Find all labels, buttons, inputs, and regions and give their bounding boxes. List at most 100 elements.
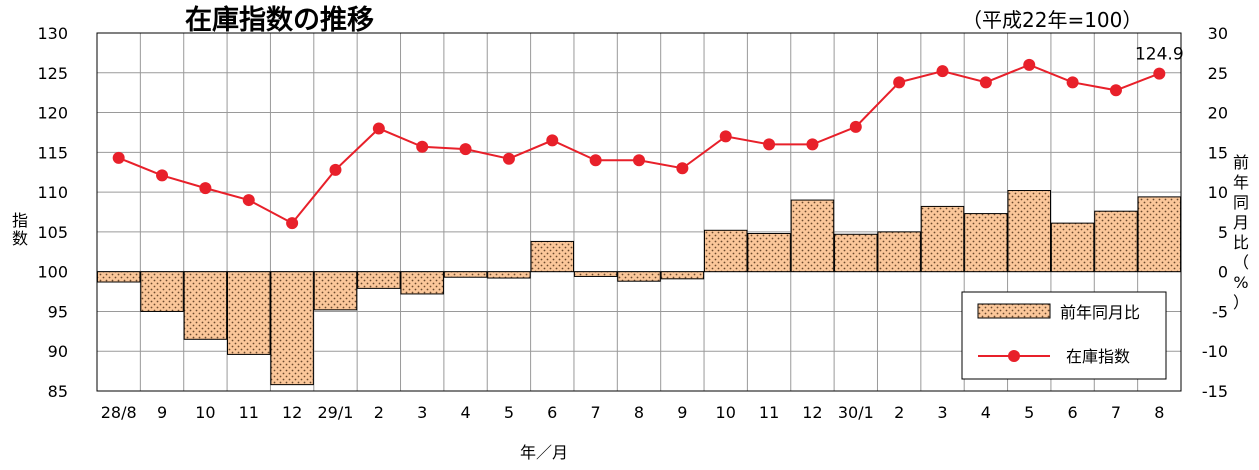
x-tick-label: 8 [1154, 403, 1164, 422]
left-axis-title-char: 数 [12, 229, 28, 248]
x-tick-label: 3 [417, 403, 427, 422]
right-tick-label: 10 [1208, 183, 1228, 202]
right-axis-title-char: ） [1233, 293, 1249, 312]
x-tick-label: 9 [157, 403, 167, 422]
index-line [118, 63, 1160, 225]
x-tick-label: 6 [1068, 403, 1078, 422]
x-tick-label: 9 [677, 403, 687, 422]
index-point-22 [1066, 76, 1079, 89]
right-tick-label: -15 [1202, 382, 1228, 401]
left-tick-label: 105 [37, 223, 68, 242]
bar-yoy-2 [183, 271, 228, 340]
index-point-2 [199, 182, 212, 195]
index-point-15 [763, 138, 776, 151]
right-axis-title: 前年同月比（%） [1233, 153, 1249, 312]
bar-yoy-24 [1137, 196, 1182, 273]
x-tick-label: 7 [1111, 403, 1121, 422]
bar-yoy-9 [487, 271, 531, 279]
x-axis-title: 年／月 [520, 443, 568, 462]
bar-yoy-5 [313, 271, 358, 311]
x-tick-label: 11 [239, 403, 259, 422]
x-tick-label: 4 [981, 403, 991, 422]
right-axis-title-char: 前 [1233, 153, 1249, 172]
x-tick-label: 2 [374, 403, 384, 422]
x-tick-label: 6 [547, 403, 557, 422]
index-point-7 [416, 140, 429, 153]
index-point-16 [806, 138, 819, 151]
bar-yoy-19 [920, 205, 965, 273]
index-point-6 [372, 122, 385, 135]
legend-label-index: 在庫指数 [1066, 347, 1130, 366]
x-tick-label: 28/8 [101, 403, 137, 422]
left-axis-title-char: 指 [12, 211, 28, 230]
legend-label-yoy: 前年同月比 [1060, 303, 1140, 322]
left-axis-ticks: 130 125 120 115 110 105 100 95 90 85 [37, 24, 68, 401]
left-tick-label: 115 [37, 143, 68, 162]
right-axis-title-char: 同 [1233, 193, 1249, 212]
legend: 前年同月比 在庫指数 [961, 291, 1167, 380]
x-tick-label: 30/1 [838, 403, 874, 422]
right-axis-title-char: % [1233, 273, 1248, 292]
x-tick-label: 7 [591, 403, 601, 422]
right-axis-title-char: （ [1233, 253, 1249, 272]
bar-yoy-20 [964, 213, 1008, 273]
index-point-3 [242, 194, 255, 207]
bar-yoy-8 [443, 271, 488, 278]
bar-yoy-1 [140, 271, 184, 312]
bar-yoy-13 [660, 271, 705, 280]
chart-title: 在庫指数の推移 [185, 5, 374, 36]
index-point-10 [546, 134, 559, 147]
index-point-20 [979, 76, 992, 89]
right-tick-label: 25 [1208, 64, 1228, 83]
index-point-8 [459, 143, 472, 156]
bar-yoy-6 [357, 271, 401, 289]
line-series-index [112, 58, 1166, 230]
right-tick-label: 15 [1208, 143, 1228, 162]
index-point-24 [1153, 67, 1166, 80]
bar-series-yoy [96, 190, 1182, 386]
right-axis-title-char: 年 [1233, 173, 1249, 192]
bar-yoy-4 [270, 271, 314, 386]
right-axis-title-char: 月 [1233, 213, 1249, 232]
right-axis-title-char: 比 [1233, 233, 1249, 252]
bar-yoy-10 [530, 240, 575, 273]
legend-bar-swatch [977, 303, 1051, 319]
bar-yoy-0 [96, 271, 141, 283]
x-tick-label: 11 [759, 403, 779, 422]
x-tick-label: 10 [195, 403, 215, 422]
index-point-14 [719, 130, 732, 143]
right-axis-ticks: 30 25 20 15 10 5 0 -5 -10 -15 [1202, 24, 1228, 401]
bar-yoy-17 [834, 233, 878, 273]
legend-marker [1008, 350, 1020, 362]
bar-yoy-16 [790, 199, 835, 273]
annotation-label: 124.9 [1135, 45, 1184, 65]
chart-subtitle: （平成22年=100） [962, 8, 1142, 32]
index-point-23 [1109, 84, 1122, 97]
bar-yoy-14 [703, 229, 748, 273]
x-tick-label: 12 [282, 403, 302, 422]
x-tick-label: 5 [1024, 403, 1034, 422]
left-tick-label: 100 [37, 263, 68, 282]
bar-yoy-18 [877, 231, 921, 273]
value-annotation: 124.9 [1135, 45, 1184, 65]
index-point-0 [112, 151, 125, 164]
bar-yoy-3 [227, 271, 271, 355]
right-tick-label: 20 [1208, 104, 1228, 123]
index-point-19 [936, 65, 949, 78]
index-point-9 [502, 152, 515, 165]
bar-yoy-21 [1007, 190, 1051, 273]
left-tick-label: 85 [48, 382, 68, 401]
x-tick-label: 4 [460, 403, 470, 422]
x-tick-label: 12 [802, 403, 822, 422]
bar-yoy-23 [1094, 210, 1138, 273]
x-tick-label: 3 [937, 403, 947, 422]
left-tick-label: 90 [48, 342, 68, 361]
index-point-12 [633, 154, 645, 167]
index-point-1 [156, 169, 169, 182]
index-point-4 [286, 217, 299, 230]
left-tick-label: 125 [37, 64, 68, 83]
bar-yoy-12 [617, 271, 661, 282]
right-tick-label: -5 [1212, 302, 1228, 321]
index-point-5 [329, 163, 342, 176]
